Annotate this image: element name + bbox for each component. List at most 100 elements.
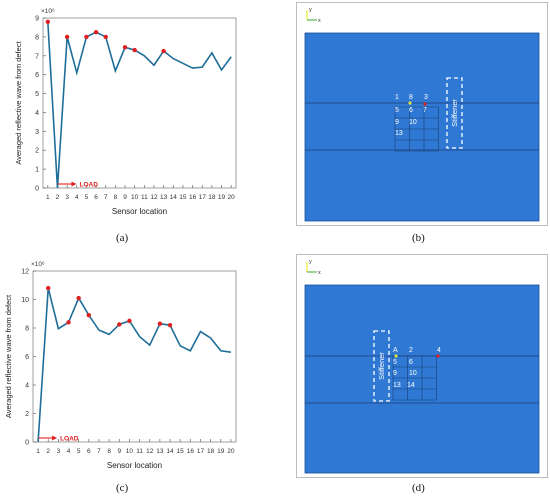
data-point-marker: [93, 29, 99, 35]
x-tick-label: 16: [187, 448, 195, 455]
x-tick-label: 11: [141, 194, 148, 201]
x-tick-label: 5: [85, 194, 89, 201]
x-tick-label: 13: [156, 448, 164, 455]
y-tick-label: 7: [35, 53, 39, 60]
load-arrow-head: [52, 435, 58, 441]
x-tick-label: 15: [177, 448, 185, 455]
load-label: LOAD: [79, 182, 98, 189]
sensor-label: 10: [409, 370, 417, 377]
data-point-marker: [46, 285, 51, 291]
x-tick-label: 3: [57, 448, 61, 455]
x-tick-label: 6: [87, 448, 91, 455]
y-tick-label: 5: [35, 91, 39, 98]
chart-panel-a: 0 1 2 3 4 5 6 7 8 9 1 2 3 4 5 6 7 8 9 10 11 12 13 14 15 16 17 18 19 2…: [0, 0, 245, 225]
load-label: LOAD: [60, 436, 79, 443]
axis-x-label: x: [318, 270, 321, 276]
y-tick-label: 6: [25, 354, 29, 361]
x-tick-label: 16: [189, 194, 197, 201]
data-point-marker: [127, 318, 132, 324]
x-tick-label: 10: [131, 194, 139, 201]
load-arrow-head: [71, 181, 77, 187]
x-tick-label: 19: [218, 194, 226, 201]
y-axis-label: Averaged reflective wave from defect: [14, 40, 23, 164]
x-tick-label: 8: [107, 448, 111, 455]
data-point-marker: [157, 321, 163, 326]
y-tick-label: 0: [35, 186, 39, 193]
y-tick-label: 12: [21, 269, 29, 276]
x-axis-label: Sensor location: [112, 207, 167, 216]
sensor-marker: [423, 102, 427, 106]
sensor-marker: [408, 101, 412, 105]
chart-panel-c: 0 2 4 6 8 10 12 1 2 3 4 5 6 7 8 9 10 11 12 13 14 15 16 17 18 19 20…: [0, 256, 245, 471]
plot-area: [42, 17, 237, 189]
sensor-label: 6: [409, 107, 413, 114]
sensor-label: 9: [395, 119, 399, 126]
x-tick-label: 9: [117, 448, 121, 455]
axis-y-label: y: [309, 259, 312, 265]
x-tick-label: 1: [46, 194, 50, 201]
x-tick-label: 18: [207, 448, 215, 455]
sensor-label: 7: [423, 107, 427, 114]
sensor-marker: [394, 354, 398, 358]
y-tick-label: 8: [25, 326, 29, 333]
stiffener-box: [446, 77, 463, 149]
plot-area: [32, 270, 237, 443]
data-point-marker: [86, 312, 92, 318]
axis-x-label: x: [318, 18, 321, 24]
data-point-marker: [66, 320, 71, 325]
sensor-label: 14: [407, 382, 415, 389]
sensor-marker: [436, 354, 440, 358]
x-tick-label: 8: [114, 194, 118, 201]
caption-a: (a): [116, 232, 129, 244]
y-exponent-label: ×10⁶: [41, 8, 55, 15]
x-tick-label: 17: [197, 448, 205, 455]
x-tick-label: 5: [77, 448, 81, 455]
sensor-label: 13: [395, 130, 403, 137]
data-point-marker: [45, 19, 51, 24]
sensor-label: 3: [424, 94, 428, 101]
x-tick-label: 3: [65, 194, 69, 201]
sensor-label: 5: [393, 359, 397, 366]
model-d: yx A 2 4 5 6 9 10 13 14 Stiffener: [304, 259, 540, 474]
data-point-marker: [76, 295, 81, 301]
model-panel-d: y x A 2 4 5 6 9 10 13 14 Stiffener: [296, 254, 548, 478]
caption-b: (b): [412, 232, 425, 244]
x-tick-label: 4: [67, 448, 71, 455]
x-tick-label: 20: [227, 448, 235, 455]
data-point-marker: [103, 34, 108, 40]
x-axis-label: Sensor location: [107, 461, 162, 470]
x-tick-label: 19: [217, 448, 225, 455]
y-tick-label: 9: [35, 16, 39, 23]
x-tick-label: 13: [160, 194, 168, 201]
x-tick-label: 10: [126, 448, 134, 455]
data-point-marker: [64, 34, 70, 40]
plate-model: [304, 32, 540, 222]
caption-d: (d): [412, 482, 425, 494]
y-tick-label: 10: [21, 297, 29, 304]
x-tick-label: 18: [208, 194, 216, 201]
x-tick-label: 12: [150, 194, 158, 201]
y-tick-label: 4: [35, 110, 39, 117]
stiffener-label: Stiffener: [377, 352, 386, 380]
y-tick-label: 2: [35, 148, 39, 155]
data-point-marker: [122, 45, 128, 50]
sensor-label: 2: [409, 347, 413, 354]
x-tick-label: 2: [46, 448, 50, 455]
sensor-label: 8: [409, 94, 413, 101]
series-line: [37, 287, 232, 443]
sensor-label: 1: [395, 94, 399, 101]
sensor-label: A: [393, 347, 398, 354]
data-point-marker: [167, 322, 173, 328]
model-panel-b: y x 1 8 3 5 6 7 9 10 13 Stiffener: [296, 2, 548, 226]
y-tick-label: 3: [35, 129, 39, 136]
model-b: yx 1 8 3 5 6 7 9 10 13 Stiffener: [304, 7, 540, 222]
x-tick-label: 4: [75, 194, 79, 201]
stiffener-box: [373, 330, 390, 402]
x-tick-label: 6: [94, 194, 98, 201]
sensor-label: 6: [409, 359, 413, 366]
sensor-label: 13: [393, 382, 401, 389]
x-tick-label: 2: [56, 194, 60, 201]
y-axis-label: Averaged reflective wave from defect: [4, 294, 13, 418]
